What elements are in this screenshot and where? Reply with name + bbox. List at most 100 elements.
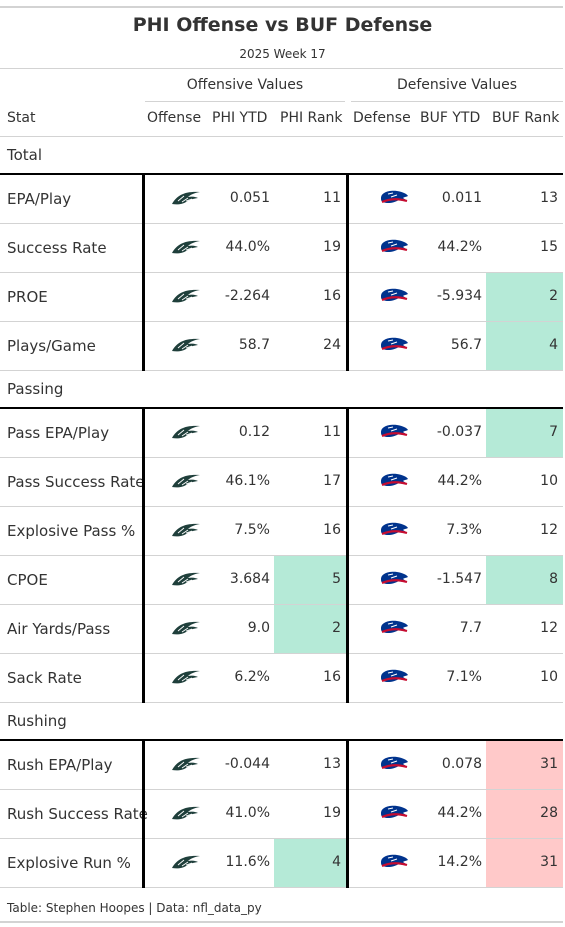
buf-ytd-value: 44.2% — [437, 239, 482, 255]
group-top-rule — [0, 173, 563, 175]
stat-label: Sack Rate — [7, 669, 82, 687]
buf-rank-highlight — [486, 273, 563, 321]
phi-ytd-value: 3.684 — [229, 571, 270, 587]
buf-ytd-value: 44.2% — [437, 473, 482, 489]
phi-ytd-value: 11.6% — [225, 854, 270, 870]
defense-divider — [346, 173, 349, 371]
bills-logo-icon — [379, 853, 409, 875]
buf-rank-value: 10 — [540, 669, 558, 685]
buf-ytd-value: 56.7 — [450, 337, 482, 353]
buf-ytd-value: -0.037 — [436, 424, 482, 440]
row-rule — [0, 702, 563, 703]
col-header-defense: Defense — [353, 110, 411, 126]
table-subtitle: 2025 Week 17 — [239, 47, 326, 61]
phi-ytd-value: 0.12 — [238, 424, 270, 440]
bills-logo-icon — [379, 287, 409, 309]
bills-logo-icon — [379, 570, 409, 592]
eagles-logo-icon — [171, 239, 201, 259]
buf-ytd-value: 7.1% — [446, 669, 482, 685]
col-header-offense: Offense — [147, 110, 202, 126]
phi-rank-value: 11 — [323, 190, 341, 206]
offense-divider — [142, 739, 145, 888]
stat-label: CPOE — [7, 571, 48, 589]
phi-ytd-value: 6.2% — [234, 669, 270, 685]
phi-rank-value: 13 — [323, 756, 341, 772]
bills-logo-icon — [379, 336, 409, 358]
eagles-logo-icon — [171, 522, 201, 542]
phi-ytd-value: 7.5% — [234, 522, 270, 538]
bills-logo-icon — [379, 668, 409, 690]
bills-logo-icon — [379, 755, 409, 777]
row-rule — [0, 457, 563, 458]
group-label-total: Total — [7, 146, 43, 164]
col-header-buf-rank: BUF Rank — [492, 110, 560, 126]
table-title: PHI Offense vs BUF Defense — [132, 14, 433, 36]
top-border — [0, 6, 563, 8]
bills-logo-icon — [379, 472, 409, 494]
row-rule — [0, 506, 563, 507]
phi-rank-value: 16 — [323, 522, 341, 538]
buf-ytd-value: -1.547 — [436, 571, 482, 587]
buf-ytd-value: 7.7 — [459, 620, 482, 636]
phi-ytd-value: 0.051 — [229, 190, 270, 206]
phi-rank-highlight — [274, 839, 346, 887]
row-rule — [0, 838, 563, 839]
eagles-logo-icon — [171, 337, 201, 357]
phi-rank-value: 19 — [323, 239, 341, 255]
buf-rank-value: 12 — [540, 522, 558, 538]
buf-rank-value: 13 — [540, 190, 558, 206]
stat-label: PROE — [7, 288, 48, 306]
row-rule — [0, 272, 563, 273]
stat-label: Pass Success Rate — [7, 473, 145, 491]
buf-rank-value: 2 — [549, 288, 558, 304]
stat-label: Plays/Game — [7, 337, 96, 355]
eagles-logo-icon — [171, 473, 201, 493]
offense-divider — [142, 407, 145, 703]
row-rule — [0, 555, 563, 556]
buf-rank-value: 12 — [540, 620, 558, 636]
bills-logo-icon — [379, 619, 409, 641]
phi-rank-value: 16 — [323, 669, 341, 685]
col-header-buf-ytd: BUF YTD — [420, 110, 481, 126]
buf-rank-value: 7 — [549, 424, 558, 440]
eagles-logo-icon — [171, 190, 201, 210]
stat-label: Explosive Pass % — [7, 522, 136, 540]
phi-rank-value: 2 — [332, 620, 341, 636]
row-rule — [0, 223, 563, 224]
spanner-offensive: Offensive Values — [186, 77, 304, 93]
phi-ytd-value: -2.264 — [224, 288, 270, 304]
eagles-logo-icon — [171, 669, 201, 689]
buf-rank-value: 8 — [549, 571, 558, 587]
phi-rank-highlight — [274, 605, 346, 653]
stat-label: Rush EPA/Play — [7, 756, 113, 774]
buf-rank-value: 28 — [540, 805, 558, 821]
row-rule — [0, 604, 563, 605]
eagles-logo-icon — [171, 756, 201, 776]
phi-rank-value: 11 — [323, 424, 341, 440]
stat-label: Air Yards/Pass — [7, 620, 111, 638]
bills-logo-icon — [379, 423, 409, 445]
stat-label: Explosive Run % — [7, 854, 131, 872]
buf-rank-highlight — [486, 839, 563, 887]
group-label-passing: Passing — [7, 380, 64, 398]
eagles-logo-icon — [171, 571, 201, 591]
eagles-logo-icon — [171, 805, 201, 825]
row-rule — [0, 370, 563, 371]
eagles-logo-icon — [171, 288, 201, 308]
stat-label: EPA/Play — [7, 190, 72, 208]
eagles-logo-icon — [171, 854, 201, 874]
buf-rank-value: 10 — [540, 473, 558, 489]
defense-divider — [346, 407, 349, 703]
buf-ytd-value: 0.078 — [441, 756, 482, 772]
buf-rank-highlight — [486, 790, 563, 838]
phi-rank-value: 19 — [323, 805, 341, 821]
buf-rank-highlight — [486, 322, 563, 370]
phi-rank-value: 5 — [332, 571, 341, 587]
bottom-border — [0, 921, 563, 923]
stat-label: Rush Success Rate — [7, 805, 148, 823]
spanner-defensive: Defensive Values — [396, 77, 518, 93]
buf-rank-highlight — [486, 741, 563, 789]
spanner-offensive-line — [145, 101, 345, 102]
phi-ytd-value: 58.7 — [238, 337, 270, 353]
